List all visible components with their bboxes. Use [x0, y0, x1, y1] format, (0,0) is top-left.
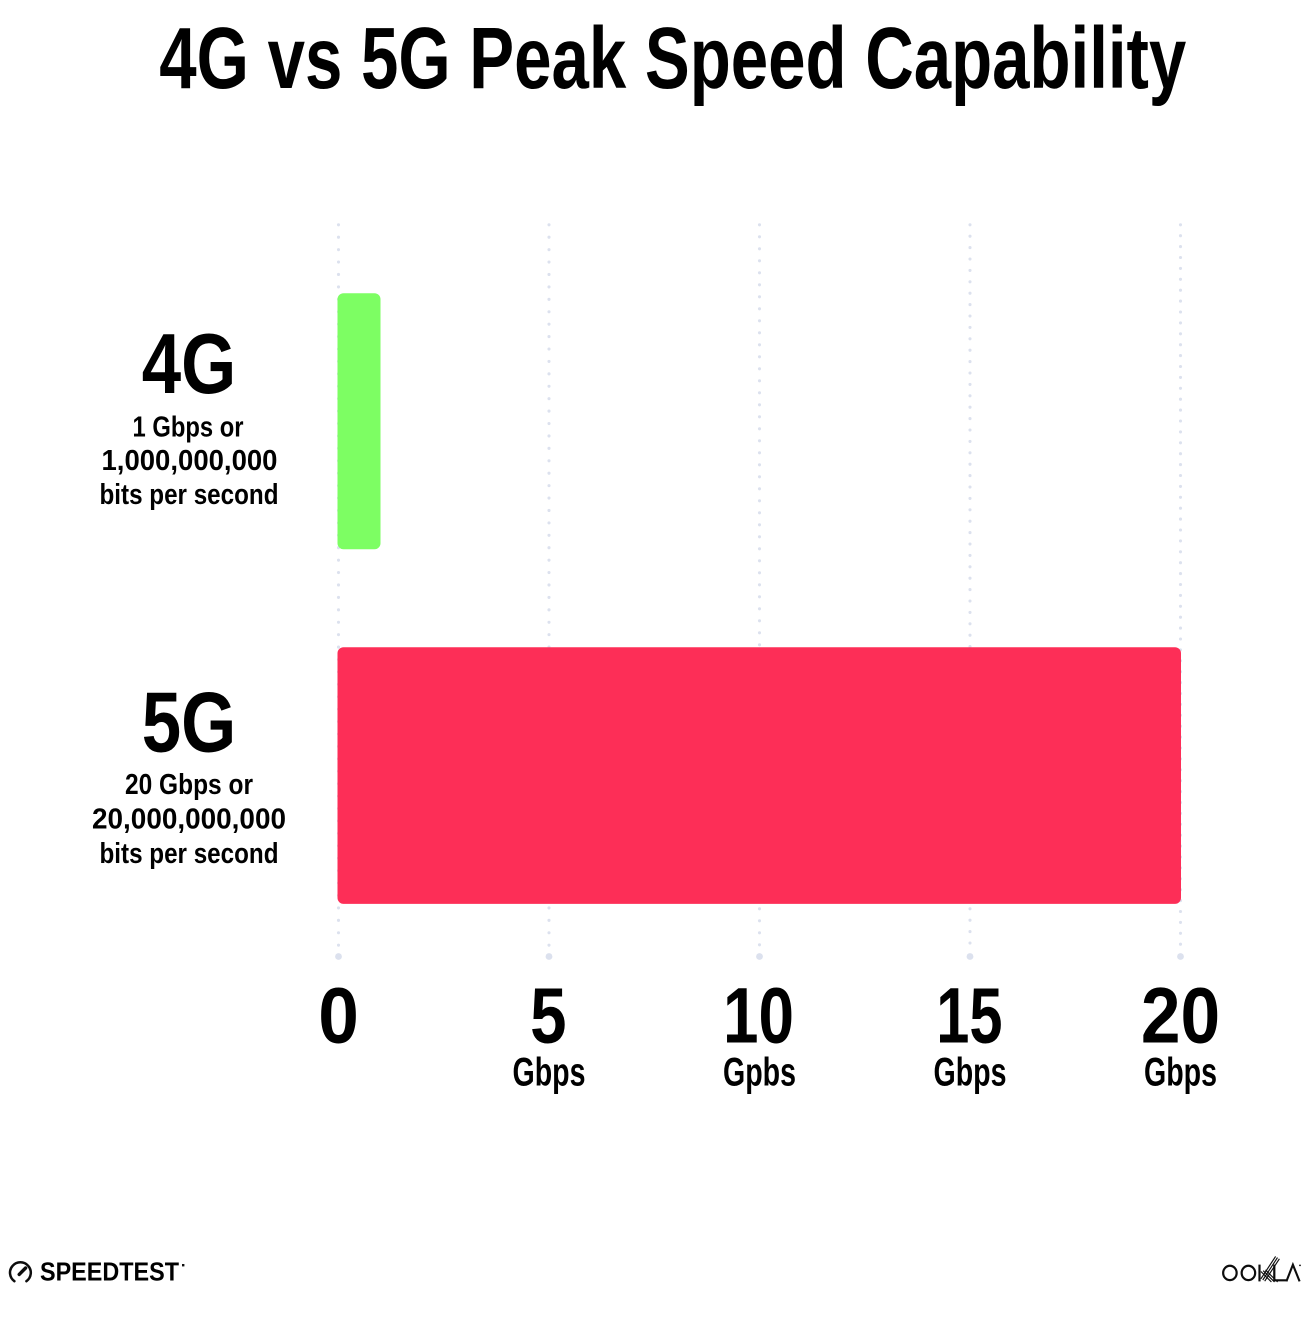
svg-text:0: 0	[318, 971, 359, 1060]
svg-text:bits per second: bits per second	[100, 838, 279, 870]
svg-text:4G vs 5G Peak Speed Capability: 4G vs 5G Peak Speed Capability	[159, 10, 1186, 107]
svg-text:Gbps: Gbps	[934, 1051, 1007, 1095]
svg-text:15: 15	[936, 971, 1002, 1060]
svg-text:5G: 5G	[142, 676, 237, 771]
svg-text:1 Gbps or: 1 Gbps or	[133, 412, 244, 444]
svg-text:5: 5	[530, 971, 566, 1060]
svg-text:Gpbs: Gpbs	[723, 1051, 796, 1095]
svg-text:1,000,000,000: 1,000,000,000	[102, 445, 278, 477]
svg-text:10: 10	[723, 971, 794, 1060]
svg-text:20 Gbps or: 20 Gbps or	[125, 769, 253, 801]
svg-text:Gbps: Gbps	[513, 1051, 586, 1095]
svg-text:4G: 4G	[142, 317, 237, 412]
svg-text:20: 20	[1141, 971, 1220, 1060]
svg-text:SPEEDTEST: SPEEDTEST	[40, 1257, 179, 1287]
svg-text:Gbps: Gbps	[1144, 1051, 1217, 1095]
svg-text:20,000,000,000: 20,000,000,000	[92, 804, 286, 836]
svg-text:bits per second: bits per second	[100, 479, 279, 511]
